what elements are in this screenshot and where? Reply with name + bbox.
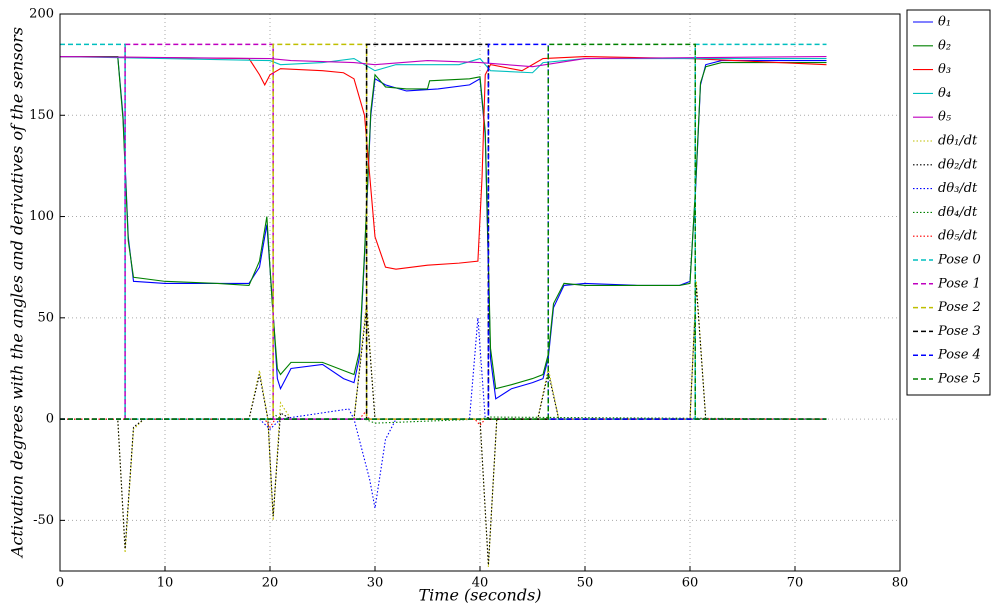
legend-label: Pose 5	[937, 372, 981, 387]
series-line	[60, 317, 827, 509]
x-tick-label: 0	[56, 576, 64, 591]
x-tick-label: 70	[787, 576, 804, 591]
legend-label: θ₂	[938, 38, 951, 53]
legend-label: Pose 3	[937, 324, 981, 339]
x-axis-label: Time (seconds)	[418, 586, 541, 605]
x-tick-label: 30	[367, 576, 384, 591]
legend-label: dθ₁/dt	[938, 134, 978, 149]
x-tick-label: 80	[892, 576, 909, 591]
series-line	[60, 412, 827, 429]
legend-label: θ₁	[938, 15, 951, 30]
x-tick-label: 10	[157, 576, 174, 591]
y-tick-label: 50	[37, 310, 54, 325]
legend-label: Pose 1	[937, 276, 981, 291]
legend-label: dθ₂/dt	[938, 157, 978, 172]
legend-label: dθ₄/dt	[938, 205, 978, 220]
x-tick-label: 60	[682, 576, 699, 591]
legend-label: Pose 4	[937, 348, 981, 363]
x-tick-label: 50	[577, 576, 594, 591]
legend-label: dθ₃/dt	[938, 181, 978, 196]
series-line	[60, 55, 827, 390]
series-line	[60, 285, 827, 565]
y-tick-label: 0	[46, 412, 54, 427]
legend-label: θ₅	[938, 110, 952, 125]
series-line	[59, 55, 827, 270]
series-line	[59, 55, 827, 68]
series-line	[60, 43, 827, 420]
y-tick-label: 200	[29, 7, 54, 22]
y-axis-label: Activation degrees with the angles and d…	[8, 27, 27, 559]
x-tick-label: 40	[472, 576, 489, 591]
series-line	[59, 55, 827, 74]
series-line	[60, 414, 827, 424]
series-line	[60, 43, 827, 420]
legend-label: θ₄	[938, 86, 951, 101]
legend: θ₁ θ₂ θ₃ θ₄ θ₅ dθ₁/dt dθ₂/dt dθ₃/dt dθ₄/dt dθ₅/dt…	[906, 9, 991, 396]
y-tick-label: 150	[29, 108, 54, 123]
ticks: 0 10 20 30 40 50 60 70 80 -50 0 50 100 150 200	[29, 7, 908, 591]
legend-frame	[906, 9, 991, 396]
x-tick-label: 20	[262, 576, 279, 591]
legend-label: Pose 0	[937, 253, 981, 268]
legend-label: θ₃	[938, 62, 951, 77]
y-tick-label: 100	[29, 209, 54, 224]
legend-label: Pose 2	[937, 300, 981, 315]
legend-label: dθ₅/dt	[938, 229, 978, 244]
y-tick-label: -50	[33, 513, 54, 528]
plot-lines	[59, 43, 827, 567]
